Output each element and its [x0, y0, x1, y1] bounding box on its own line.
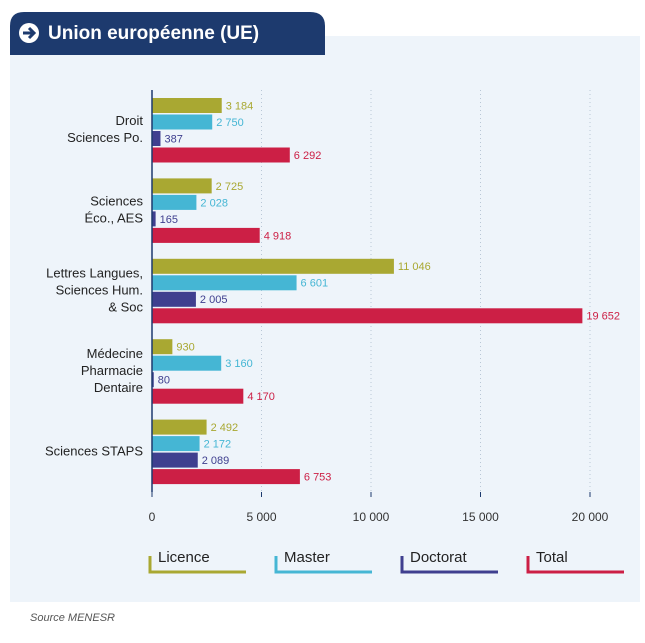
- source: Source MENESR: [30, 612, 115, 624]
- y-tick-label: Sciences: [90, 194, 143, 209]
- legend-label: Total: [536, 549, 568, 566]
- value-label: 2 005: [200, 294, 228, 306]
- value-label: 6 292: [294, 150, 322, 162]
- value-label: 387: [164, 133, 182, 145]
- y-tick-label: Droit: [116, 113, 144, 128]
- y-tick-label: Dentaire: [94, 380, 143, 395]
- x-tick-label: 20 000: [572, 510, 609, 524]
- x-tick-label: 15 000: [462, 510, 499, 524]
- value-label: 19 652: [586, 311, 620, 323]
- value-label: 2 750: [216, 117, 244, 129]
- legend-label: Doctorat: [410, 549, 468, 566]
- value-label: 6 753: [304, 472, 332, 484]
- title-tab: [10, 12, 325, 55]
- value-label: 80: [158, 375, 170, 387]
- value-label: 4 170: [247, 391, 275, 403]
- bar: [152, 469, 300, 485]
- y-tick-label: Sciences STAPS: [45, 443, 143, 458]
- bar: [152, 114, 213, 130]
- legend-marker: [400, 556, 498, 574]
- value-label: 930: [176, 342, 194, 354]
- bar: [152, 388, 244, 404]
- y-tick-label: Sciences Hum.: [56, 282, 143, 297]
- value-label: 4 918: [264, 230, 292, 242]
- bar: [152, 372, 154, 388]
- title-arrow: [23, 26, 37, 40]
- x-tick-label: 0: [149, 510, 156, 524]
- bar: [152, 308, 583, 324]
- value-label: 165: [160, 214, 178, 226]
- legend-marker: [274, 556, 372, 574]
- bar: [152, 419, 207, 435]
- legend-marker: [148, 556, 246, 574]
- y-tick-label: Sciences Po.: [67, 130, 143, 145]
- bar: [152, 147, 290, 163]
- legend-marker: [526, 556, 624, 574]
- bar: [152, 98, 222, 113]
- value-label: 2 172: [204, 439, 232, 451]
- bar: [152, 275, 297, 291]
- bar: [152, 194, 197, 210]
- value-label: 6 601: [301, 278, 329, 290]
- y-tick-label: Lettres Langues,: [46, 265, 143, 280]
- value-label: 2 089: [202, 455, 230, 467]
- bar: [152, 258, 394, 274]
- bar: [152, 227, 260, 243]
- bar: [152, 178, 212, 194]
- y-tick-label: Médecine: [87, 346, 143, 361]
- x-tick-label: 5 000: [246, 510, 276, 524]
- value-label: 11 046: [398, 261, 431, 273]
- bar: [152, 131, 161, 146]
- y-tick-label: Pharmacie: [81, 363, 143, 378]
- bar: [152, 355, 222, 371]
- chart-title: Union européenne (UE): [48, 23, 259, 44]
- value-label: 2 492: [211, 422, 239, 434]
- legend-label: Master: [284, 549, 330, 566]
- value-label: 3 184: [226, 100, 254, 112]
- value-label: 2 028: [200, 197, 228, 209]
- y-tick-label: & Soc: [108, 299, 143, 314]
- bar: [152, 291, 196, 307]
- x-tick-label: 10 000: [353, 510, 390, 524]
- bar: [152, 452, 198, 468]
- y-tick-label: Éco., AES: [84, 211, 143, 226]
- value-label: 2 725: [216, 181, 244, 193]
- bar: [152, 211, 156, 227]
- legend-label: Licence: [158, 549, 210, 566]
- bar: [152, 339, 173, 355]
- value-label: 3 160: [225, 358, 253, 370]
- bar: [152, 436, 200, 452]
